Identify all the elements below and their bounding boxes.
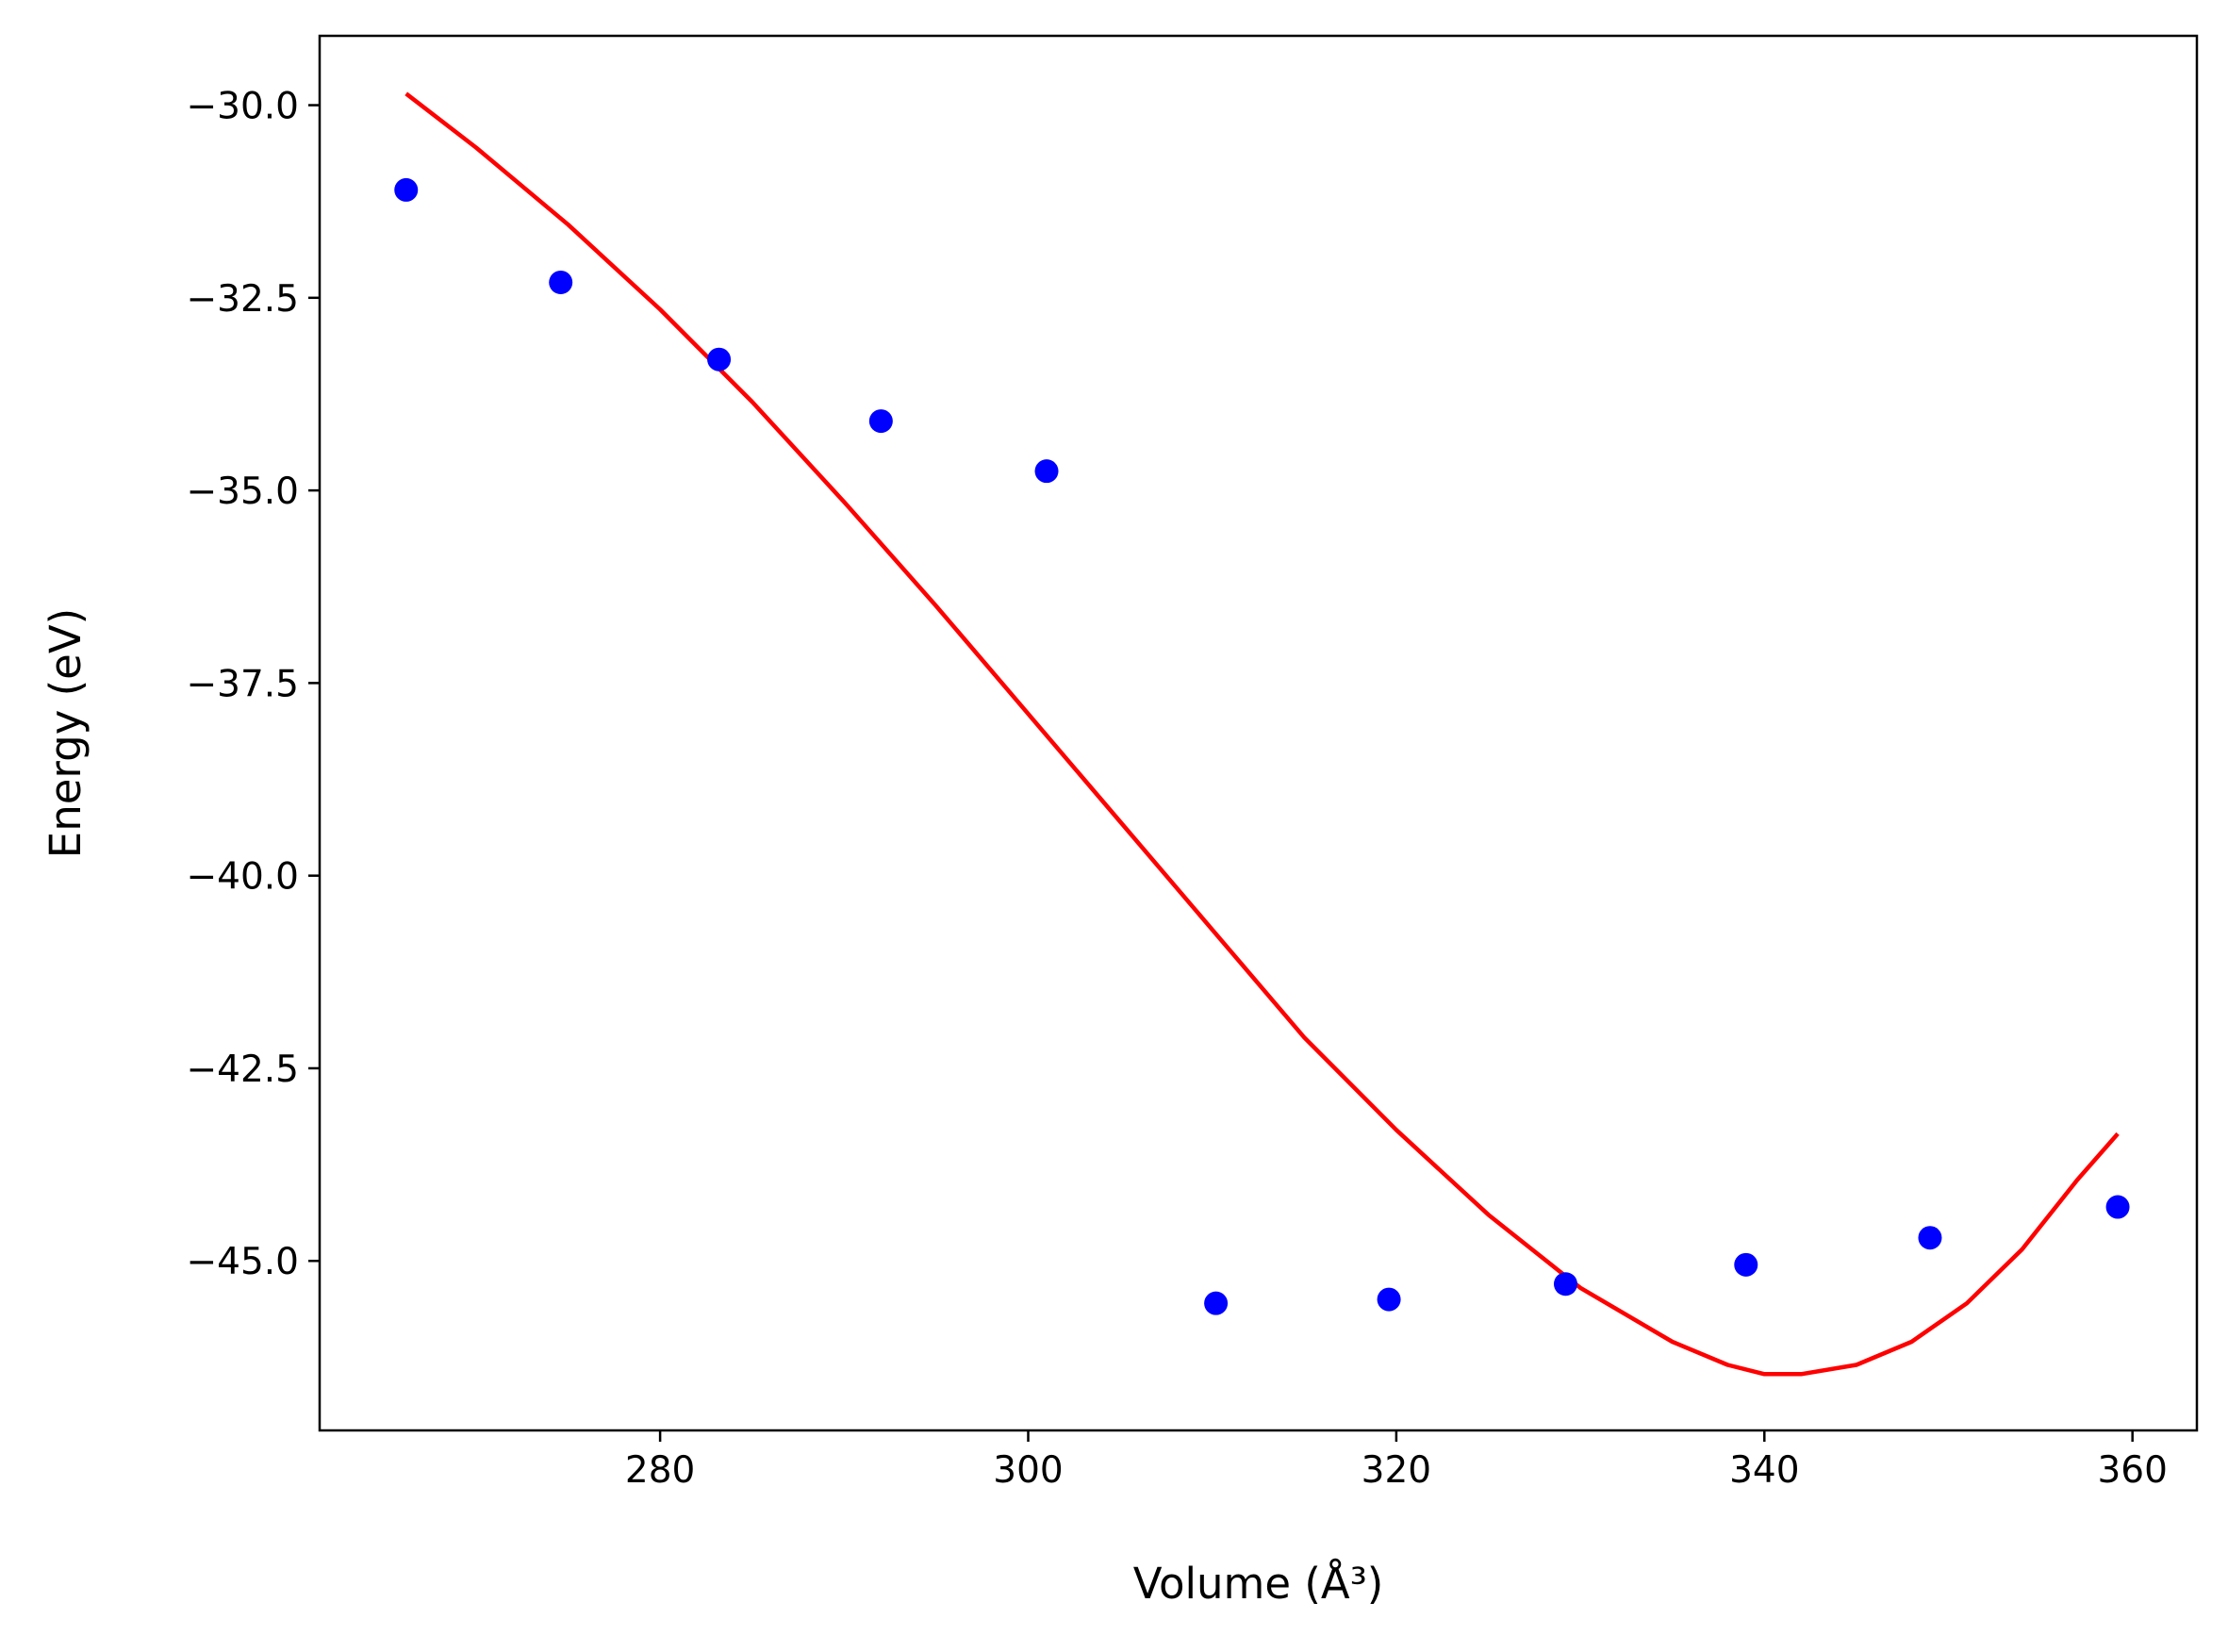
data-point <box>707 347 732 372</box>
y-axis-label: Energy (eV) <box>41 608 91 858</box>
x-tick-label: 360 <box>2097 1449 2167 1492</box>
plot-area <box>394 91 2130 1377</box>
x-tick-label: 300 <box>993 1449 1063 1492</box>
data-point <box>1734 1252 1758 1277</box>
x-tick-label: 320 <box>1362 1449 1431 1492</box>
data-point <box>1918 1226 1942 1250</box>
y-tick-label: −40.0 <box>186 856 299 899</box>
y-tick-label: −35.0 <box>186 471 299 513</box>
data-point <box>1553 1272 1577 1297</box>
data-point <box>1377 1287 1401 1312</box>
data-point <box>2105 1195 2130 1219</box>
x-tick-label: 280 <box>625 1449 695 1492</box>
data-point <box>1034 459 1059 484</box>
data-point <box>394 177 419 202</box>
data-point <box>1204 1291 1229 1315</box>
y-tick-label: −30.0 <box>186 86 299 128</box>
fit-curve <box>404 91 2120 1377</box>
x-axis-label: Volume (Å³) <box>1133 1559 1384 1609</box>
y-axis: −30.0 −32.5 −35.0 −37.5 −40.0 −42.5 −45.0 <box>186 86 320 1283</box>
axes-frame <box>318 34 2199 1432</box>
y-tick-label: −37.5 <box>186 663 299 705</box>
y-tick-label: −32.5 <box>186 278 299 321</box>
y-tick-label: −45.0 <box>186 1241 299 1283</box>
x-axis: 280 300 320 340 360 <box>625 1430 2168 1492</box>
data-point <box>549 270 573 294</box>
y-tick-label: −42.5 <box>186 1049 299 1091</box>
x-tick-label: 340 <box>1729 1449 1799 1492</box>
data-point <box>868 409 893 434</box>
